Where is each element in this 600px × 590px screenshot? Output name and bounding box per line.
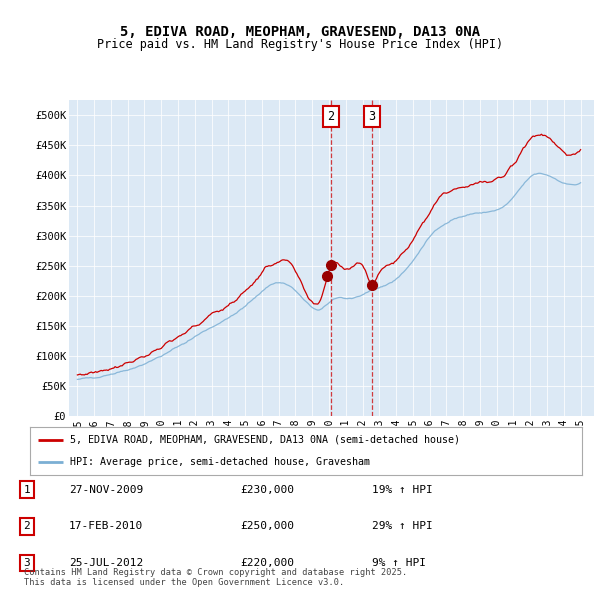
Text: 2: 2 <box>23 522 31 531</box>
Text: 5, EDIVA ROAD, MEOPHAM, GRAVESEND, DA13 0NA: 5, EDIVA ROAD, MEOPHAM, GRAVESEND, DA13 … <box>120 25 480 40</box>
Text: 2: 2 <box>328 110 335 123</box>
Text: HPI: Average price, semi-detached house, Gravesham: HPI: Average price, semi-detached house,… <box>70 457 370 467</box>
Text: £220,000: £220,000 <box>240 558 294 568</box>
Text: 25-JUL-2012: 25-JUL-2012 <box>69 558 143 568</box>
Text: 27-NOV-2009: 27-NOV-2009 <box>69 485 143 494</box>
Text: 19% ↑ HPI: 19% ↑ HPI <box>372 485 433 494</box>
Text: 29% ↑ HPI: 29% ↑ HPI <box>372 522 433 531</box>
Text: 5, EDIVA ROAD, MEOPHAM, GRAVESEND, DA13 0NA (semi-detached house): 5, EDIVA ROAD, MEOPHAM, GRAVESEND, DA13 … <box>70 435 460 445</box>
Text: £230,000: £230,000 <box>240 485 294 494</box>
Text: 1: 1 <box>23 485 31 494</box>
Text: Contains HM Land Registry data © Crown copyright and database right 2025.
This d: Contains HM Land Registry data © Crown c… <box>24 568 407 587</box>
Text: 3: 3 <box>368 110 376 123</box>
Text: £250,000: £250,000 <box>240 522 294 531</box>
Text: 17-FEB-2010: 17-FEB-2010 <box>69 522 143 531</box>
Text: 9% ↑ HPI: 9% ↑ HPI <box>372 558 426 568</box>
Text: Price paid vs. HM Land Registry's House Price Index (HPI): Price paid vs. HM Land Registry's House … <box>97 38 503 51</box>
Text: 3: 3 <box>23 558 31 568</box>
